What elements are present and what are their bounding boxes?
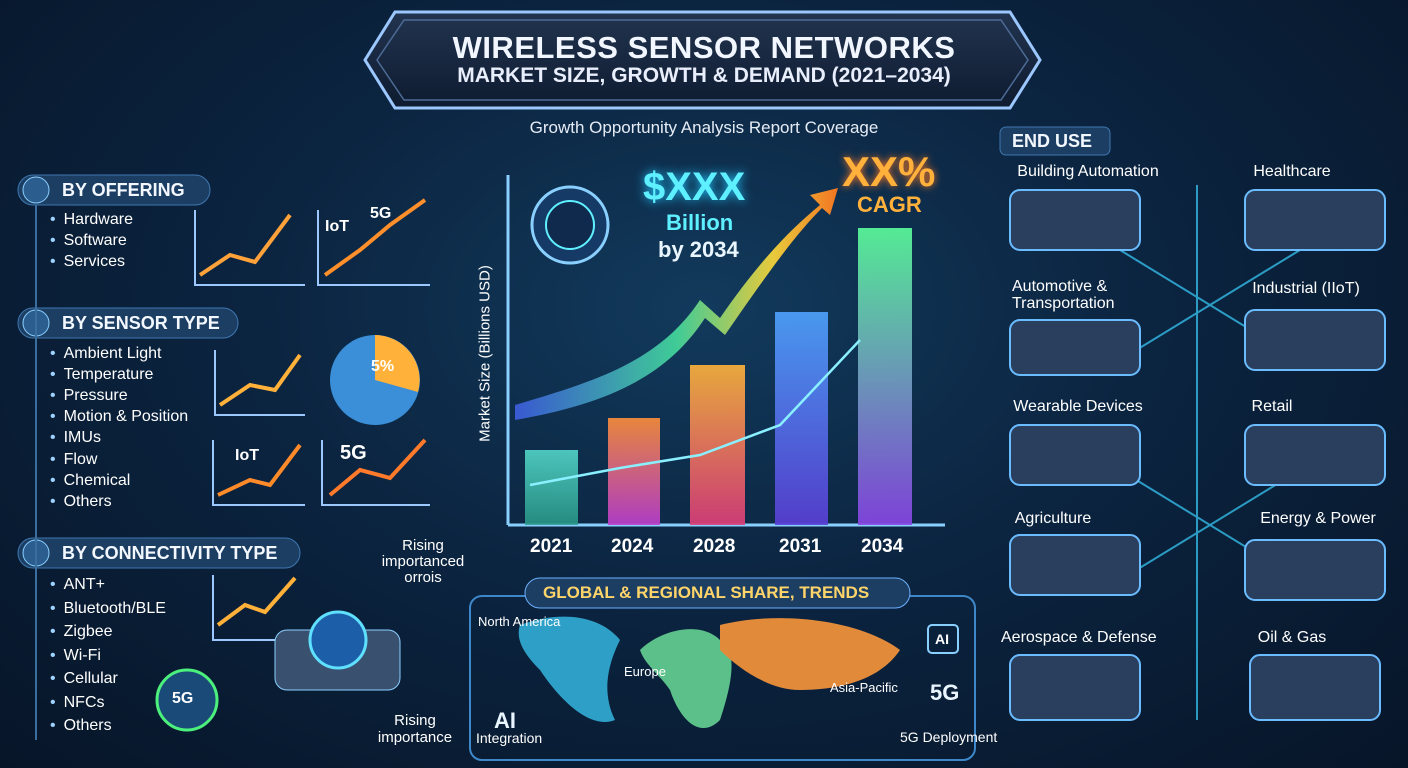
- graphic-label: 5%: [371, 358, 395, 375]
- end-use-title: END USE: [1012, 131, 1093, 151]
- subtitle: MARKET SIZE, GROWTH & DEMAND (2021–2034): [457, 64, 951, 87]
- g5-caption: 5G Deployment: [900, 729, 998, 745]
- end-use-item: Healthcare: [1253, 163, 1331, 180]
- icon-label: 5G: [930, 680, 960, 705]
- icon-label: AI: [935, 631, 949, 647]
- title: WIRELESS SENSOR NETWORKS: [452, 30, 956, 65]
- ai-label: AI: [494, 708, 516, 733]
- end-use-item: Automotive & Transportation: [1012, 278, 1115, 312]
- tagline: Growth Opportunity Analysis Report Cover…: [529, 118, 879, 137]
- graphic-label: IoT: [325, 218, 349, 235]
- segment-item: Others: [50, 493, 112, 511]
- cagr-value: XX%: [842, 148, 936, 195]
- headline-value: $XXX: [643, 165, 746, 209]
- region-label: North America: [478, 614, 561, 629]
- segment-item: Bluetooth/BLE: [50, 600, 166, 618]
- end-use-item: Oil & Gas: [1257, 629, 1327, 646]
- annotation: Rising importance: [377, 712, 453, 746]
- segment-item: Software: [50, 232, 127, 250]
- segment-item: Others: [50, 717, 112, 735]
- annotation: Rising importanced orrois: [381, 537, 465, 586]
- year-label: 2031: [779, 536, 822, 557]
- end-use-item: Agriculture: [1014, 510, 1092, 527]
- end-use-item: Energy & Power: [1260, 510, 1376, 527]
- cagr-label: CAGR: [857, 192, 922, 217]
- end-use-item: Building Automation: [1017, 163, 1159, 180]
- segment-item: Temperature: [50, 366, 154, 384]
- ai-caption: Integration: [476, 730, 543, 746]
- year-label: 2028: [693, 536, 736, 557]
- headline-year: by 2034: [658, 237, 739, 262]
- segment-item: Wi-Fi: [50, 647, 101, 665]
- end-use-item: Industrial (IIoT): [1252, 280, 1360, 297]
- segment-item: Pressure: [50, 387, 128, 405]
- segment-title: BY OFFERING: [62, 180, 185, 200]
- year-label: 2034: [861, 536, 904, 557]
- graphic-label: IoT: [235, 447, 259, 464]
- axis-label: Market Size (Billions USD): [476, 265, 494, 442]
- year-label: 2024: [611, 536, 654, 557]
- segment-item: Services: [50, 253, 125, 271]
- graphic-label: 5G: [370, 205, 392, 222]
- segment-item: ANT+: [50, 576, 105, 594]
- segment-item: Flow: [50, 451, 98, 469]
- end-use-item: Retail: [1251, 398, 1293, 415]
- segment-title: BY CONNECTIVITY TYPE: [62, 543, 278, 563]
- headline-unit: Billion: [666, 210, 734, 235]
- regional-title: GLOBAL & REGIONAL SHARE, TRENDS: [543, 583, 870, 602]
- graphic-label: 5G: [340, 442, 367, 464]
- segment-item: NFCs: [50, 694, 105, 712]
- segment-title: BY SENSOR TYPE: [62, 313, 220, 333]
- segment-item: Chemical: [50, 472, 131, 490]
- segment-item: Hardware: [50, 211, 133, 229]
- segment-item: Motion & Position: [50, 408, 189, 426]
- segment-item: IMUs: [50, 429, 101, 447]
- end-use-item: Wearable Devices: [1013, 398, 1143, 415]
- segment-item: Ambient Light: [50, 345, 162, 363]
- segment-item: Cellular: [50, 670, 118, 688]
- region-label: Asia-Pacific: [830, 680, 898, 695]
- region-label: Europe: [624, 664, 666, 679]
- segment-item: Zigbee: [50, 623, 113, 641]
- graphic-label: 5G: [172, 690, 194, 707]
- year-label: 2021: [530, 536, 573, 557]
- end-use-item: Aerospace & Defense: [1001, 629, 1157, 646]
